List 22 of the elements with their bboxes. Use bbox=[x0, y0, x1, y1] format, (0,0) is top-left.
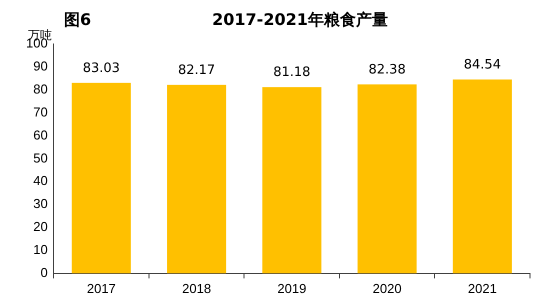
y-tick-label: 30 bbox=[33, 196, 48, 212]
x-tick-label: 2020 bbox=[372, 280, 402, 296]
y-tick-label: 50 bbox=[33, 150, 48, 166]
y-tick-label: 60 bbox=[33, 127, 48, 142]
chart-title: 2017-2021年粮食产量 bbox=[211, 10, 389, 31]
y-tick-label: 10 bbox=[33, 242, 48, 258]
x-tick-label: 2018 bbox=[182, 280, 212, 296]
y-tick-label: 80 bbox=[33, 81, 48, 96]
data-label: 82.38 bbox=[368, 62, 406, 78]
data-label: 84.54 bbox=[464, 57, 501, 72]
x-tick-label: 2019 bbox=[277, 280, 306, 296]
y-tick-label: 70 bbox=[33, 104, 48, 120]
data-label: 83.03 bbox=[82, 60, 120, 76]
y-tick-label: 0 bbox=[40, 264, 48, 280]
x-tick-label: 2017 bbox=[86, 280, 116, 296]
y-tick-label: 90 bbox=[33, 58, 48, 74]
x-tick-label: 2021 bbox=[468, 280, 497, 296]
data-label: 82.17 bbox=[178, 62, 216, 78]
data-label: 81.18 bbox=[273, 65, 310, 80]
y-tick-label: 20 bbox=[33, 219, 48, 234]
y-tick-label: 40 bbox=[33, 173, 48, 188]
caption: 图6 bbox=[64, 10, 92, 31]
